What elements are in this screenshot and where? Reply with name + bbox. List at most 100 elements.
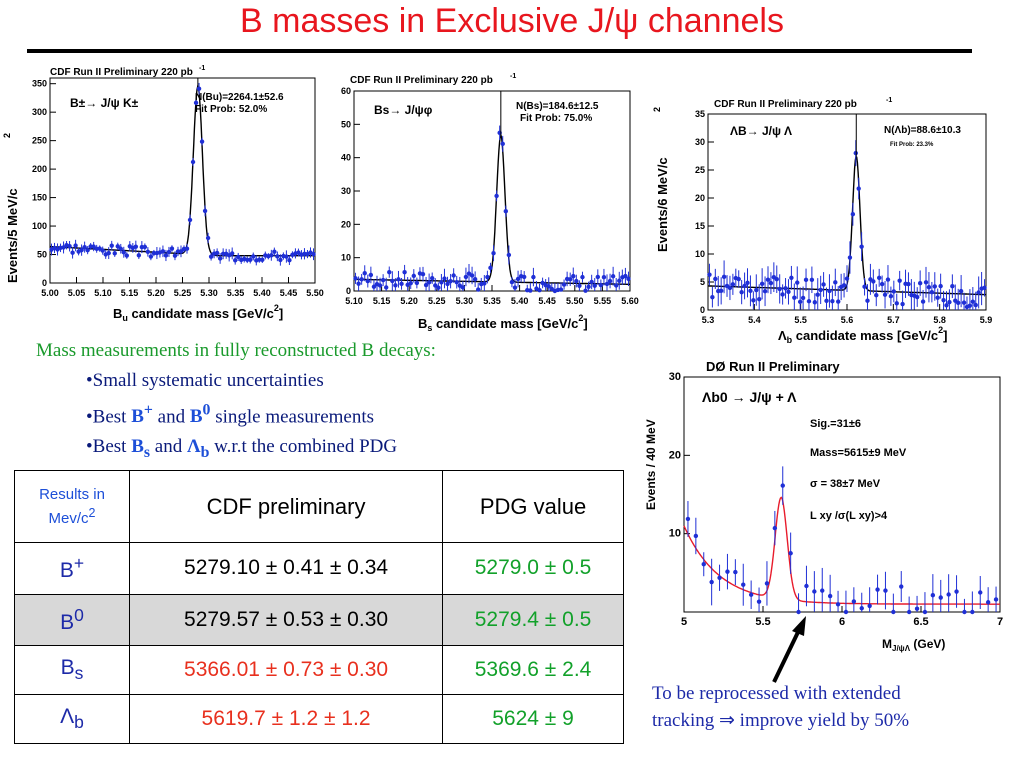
x-tick-label: 5.25 — [174, 288, 192, 298]
plot-lambdab-d0: DØ Run II Preliminary 5 5.5 6 6.5 7 10 20 30 Λb… — [644, 359, 1003, 683]
table-cell-particle: B0 — [14, 593, 130, 647]
summary-bullets: Mass measurements in fully reconstructed… — [36, 336, 616, 468]
y-tick-label: 10 — [695, 249, 705, 259]
data-point — [797, 299, 803, 305]
data-point — [871, 279, 876, 284]
x-tick-label: 5.30 — [200, 288, 218, 298]
data-point — [546, 284, 551, 289]
data-point — [883, 588, 888, 593]
data-point — [736, 276, 741, 282]
data-point — [408, 280, 413, 286]
data-point — [626, 276, 631, 282]
data-point — [899, 584, 904, 589]
data-point — [789, 275, 794, 281]
y-tick-label: 50 — [37, 250, 47, 260]
data-point — [614, 283, 619, 288]
x-tick-label: 5.20 — [147, 288, 165, 298]
table-cell-particle: Bs — [14, 645, 130, 696]
data-point — [821, 282, 826, 287]
data-point — [623, 273, 628, 279]
data-point — [193, 100, 199, 106]
y-tick-label: 50 — [341, 119, 351, 129]
data-point — [900, 301, 905, 307]
data-point — [232, 258, 238, 263]
data-point — [865, 298, 870, 303]
data-point — [762, 289, 768, 294]
data-point — [906, 609, 912, 615]
data-point — [506, 252, 512, 258]
reprocessing-note: To be reprocessed with extended tracking… — [652, 680, 1022, 734]
data-point — [574, 278, 579, 284]
data-point — [353, 276, 358, 281]
data-point — [876, 275, 882, 281]
data-point — [491, 250, 496, 256]
x-tick-label: 5.35 — [483, 296, 501, 306]
data-point — [251, 254, 256, 259]
data-point — [448, 278, 453, 284]
data-point — [841, 283, 847, 288]
y-tick-label: 150 — [32, 193, 47, 203]
y-tick-label: 200 — [32, 164, 47, 174]
data-point — [528, 288, 533, 293]
data-point — [915, 294, 920, 300]
data-point — [950, 283, 955, 289]
data-point — [929, 289, 935, 295]
data-point — [748, 592, 754, 597]
data-point — [827, 288, 832, 294]
y-tick-label: 0 — [42, 278, 47, 288]
plot-fit-line2: Fit Prob: 75.0% — [520, 113, 592, 124]
y-tick-label: 15 — [695, 221, 705, 231]
data-point — [558, 287, 564, 292]
data-point — [856, 186, 861, 191]
data-point — [938, 595, 943, 600]
data-point — [112, 251, 117, 256]
data-point — [932, 284, 937, 289]
data-point — [202, 208, 208, 214]
data-point — [463, 274, 469, 280]
plot-xlabel: Bs candidate mass [GeV/c2] — [418, 313, 588, 333]
plot-bs: CDF Run II Preliminary 220 pb -1 5.10 5.1… — [341, 73, 639, 333]
x-tick-label: 5.35 — [227, 288, 245, 298]
data-point — [862, 284, 867, 289]
table-cell-cdf: 5279.57 ± 0.53 ± 0.30 — [128, 593, 444, 647]
data-point — [800, 295, 806, 301]
data-point — [420, 271, 426, 277]
title-rule — [27, 49, 972, 53]
data-point — [485, 274, 490, 280]
data-point — [106, 250, 111, 256]
plot-fit-line3: σ = 38±7 MeV — [810, 478, 881, 490]
data-point — [836, 299, 841, 304]
plot-axes: 5 5.5 6 6.5 7 10 20 30 — [669, 371, 1003, 628]
y-tick-label: 20 — [695, 193, 705, 203]
data-point — [163, 253, 169, 258]
data-point — [954, 589, 959, 594]
y-tick-label: 100 — [32, 221, 47, 231]
data-point — [759, 281, 765, 286]
plot-header: CDF Run II Preliminary 220 pb — [714, 99, 857, 110]
x-tick-label: 5.15 — [373, 296, 391, 306]
x-tick-label: 5.30 — [456, 296, 474, 306]
data-point — [236, 254, 241, 260]
data-point — [867, 603, 872, 609]
x-tick-label: 5.40 — [511, 296, 529, 306]
data-point — [820, 588, 825, 593]
table-row: Bs 5366.01 ± 0.73 ± 0.30 5369.6 ± 2.4 — [14, 645, 624, 696]
data-point — [515, 276, 521, 282]
bullet-particle: Λb — [186, 436, 210, 462]
plot-ylabel: Events/6 MeV/c — [655, 157, 670, 252]
data-point — [835, 602, 841, 607]
data-point — [874, 292, 879, 298]
fit-curve — [683, 496, 1000, 605]
x-tick-label: 5.5 — [755, 616, 770, 628]
data-point — [296, 250, 301, 255]
data-point — [482, 281, 487, 286]
plot-channel: Λb0 → J/ψ + Λ — [702, 389, 797, 405]
data-point — [377, 283, 383, 288]
y-tick-label: 25 — [695, 165, 705, 175]
table-cell-particle: B+ — [14, 542, 130, 595]
data-point — [956, 300, 961, 306]
data-point — [169, 246, 175, 251]
bullet-text: w.r.t the combined PDG — [209, 436, 398, 458]
data-point — [894, 301, 899, 306]
data-point — [973, 302, 978, 308]
